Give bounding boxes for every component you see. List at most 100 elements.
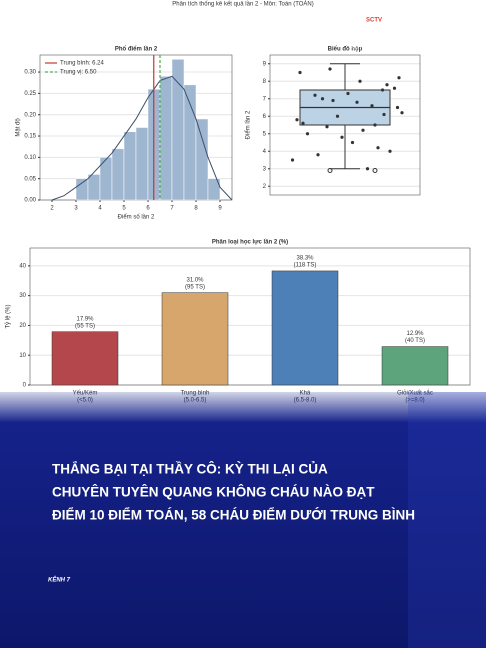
chart-title: Biểu đồ hộp: [328, 46, 363, 53]
legend-label: Trung vị: 6.50: [60, 70, 97, 76]
value-label: 38.3%: [296, 256, 314, 262]
y-tick-label: 0.20: [24, 112, 36, 118]
x-tick-label: 4: [98, 206, 102, 212]
point: [380, 88, 385, 92]
point: [298, 70, 302, 75]
hist-bar: [87, 174, 101, 201]
y-tick-label: 40: [19, 263, 26, 269]
header-title: Phân tích thống kê kết quả lần 2 - Môn: …: [172, 1, 314, 8]
headline: THẮNG BẠI TẠI THẦY CÔ: KỲ THI LẠI CỦA: [52, 462, 328, 477]
y-tick-label: 10: [19, 353, 26, 359]
legend-label: Trung bình: 6.24: [60, 61, 104, 67]
y-tick-label: 3: [263, 166, 267, 172]
bar: [51, 331, 119, 386]
y-tick-label: 30: [19, 293, 26, 299]
point: [320, 97, 325, 101]
kde-line: [51, 75, 233, 201]
y-tick-label: 0.05: [24, 176, 36, 182]
y-tick-label: 8: [263, 79, 267, 85]
y-axis-label: Mật độ: [16, 118, 22, 137]
y-tick-label: 0.15: [24, 134, 36, 140]
point: [382, 112, 386, 117]
x-tick-label: 9: [218, 206, 222, 212]
x-tick-label: 5: [122, 206, 126, 212]
hist-bar: [159, 76, 173, 201]
headline: CHUYÊN TUYÊN QUANG KHÔNG CHÁU NÀO ĐẠT: [52, 485, 375, 500]
hist-bar: [111, 148, 125, 201]
value-label: 31.0%: [186, 277, 204, 283]
point: [290, 158, 295, 162]
point: [373, 123, 377, 127]
hist-bar: [183, 84, 197, 201]
hist-bar: [75, 178, 89, 201]
plot-frame: [29, 247, 471, 386]
plot-frame: [269, 54, 421, 196]
outlier: [372, 168, 378, 173]
y-tick-label: 0.10: [24, 155, 36, 161]
point: [400, 111, 404, 115]
point: [335, 114, 340, 118]
channel: KÊNH 7: [48, 576, 71, 584]
x-tick-label: 7: [170, 206, 174, 212]
logo: SCTV: [366, 18, 382, 24]
headline: ĐIỂM 10 ĐIỂM TOÁN, 58 CHÁU ĐIỂM DƯỚI TRU…: [52, 508, 415, 523]
hist-bar: [135, 127, 149, 201]
count-label: (118 TS): [294, 263, 317, 269]
watermark: Độc quyền SCTV: [352, 70, 398, 76]
hist-bar: [171, 59, 185, 201]
x-tick-label: 2: [50, 206, 54, 212]
news-banner: [0, 392, 486, 648]
x-axis-label: Điểm số lần 2: [118, 214, 155, 221]
y-axis-label: Điểm lần 2: [245, 110, 252, 139]
y-tick-label: 20: [19, 323, 26, 329]
count-label: (55 TS): [75, 323, 95, 329]
point: [361, 128, 365, 132]
y-tick-label: 4: [263, 149, 267, 155]
charts: 0.00 0.05 0.10 0.15 0.20 0.25 0.30 Phổ điểm lần…: [5, 46, 471, 404]
point: [358, 79, 362, 83]
point: [395, 105, 400, 110]
x-tick-label: 6: [146, 206, 150, 212]
point: [370, 104, 374, 108]
point: [340, 135, 344, 139]
watermark: Phim mới mỗi ngày: [349, 45, 401, 52]
point: [385, 83, 389, 87]
count-label: (40 TS): [405, 338, 425, 344]
outlier: [327, 168, 333, 173]
point: [316, 153, 320, 157]
y-tick-label: 2: [263, 184, 267, 190]
count-label: (95 TS): [185, 284, 205, 290]
point: [331, 98, 335, 103]
hist-bar: [195, 118, 209, 201]
value-label: 17.9%: [76, 316, 94, 322]
y-tick-label: 0: [23, 383, 27, 389]
point: [295, 118, 299, 122]
point: [313, 93, 317, 97]
point: [305, 132, 310, 136]
x-tick-label: 8: [194, 206, 198, 212]
point: [350, 140, 355, 145]
bar: [271, 270, 339, 386]
y-tick-label: 0.00: [24, 198, 36, 204]
y-axis-label: Tỷ lệ (%): [5, 304, 12, 328]
y-tick-label: 5: [263, 131, 267, 137]
hist-bar: [207, 178, 221, 201]
point: [365, 167, 370, 171]
point: [388, 149, 392, 153]
point: [328, 67, 332, 71]
point: [346, 91, 350, 96]
point: [397, 76, 401, 80]
y-tick-label: 0.30: [24, 70, 36, 76]
chart-title: Phân loại học lực lần 2 (%): [212, 240, 288, 246]
bar: [381, 346, 449, 386]
point: [392, 86, 397, 90]
decor: [408, 392, 486, 648]
bar: [161, 292, 229, 386]
hist-bar: [123, 131, 137, 201]
x-tick-label: 3: [74, 206, 78, 212]
point: [301, 121, 305, 125]
chart-title: Phổ điểm lần 2: [115, 46, 158, 53]
y-tick-label: 7: [263, 96, 267, 102]
